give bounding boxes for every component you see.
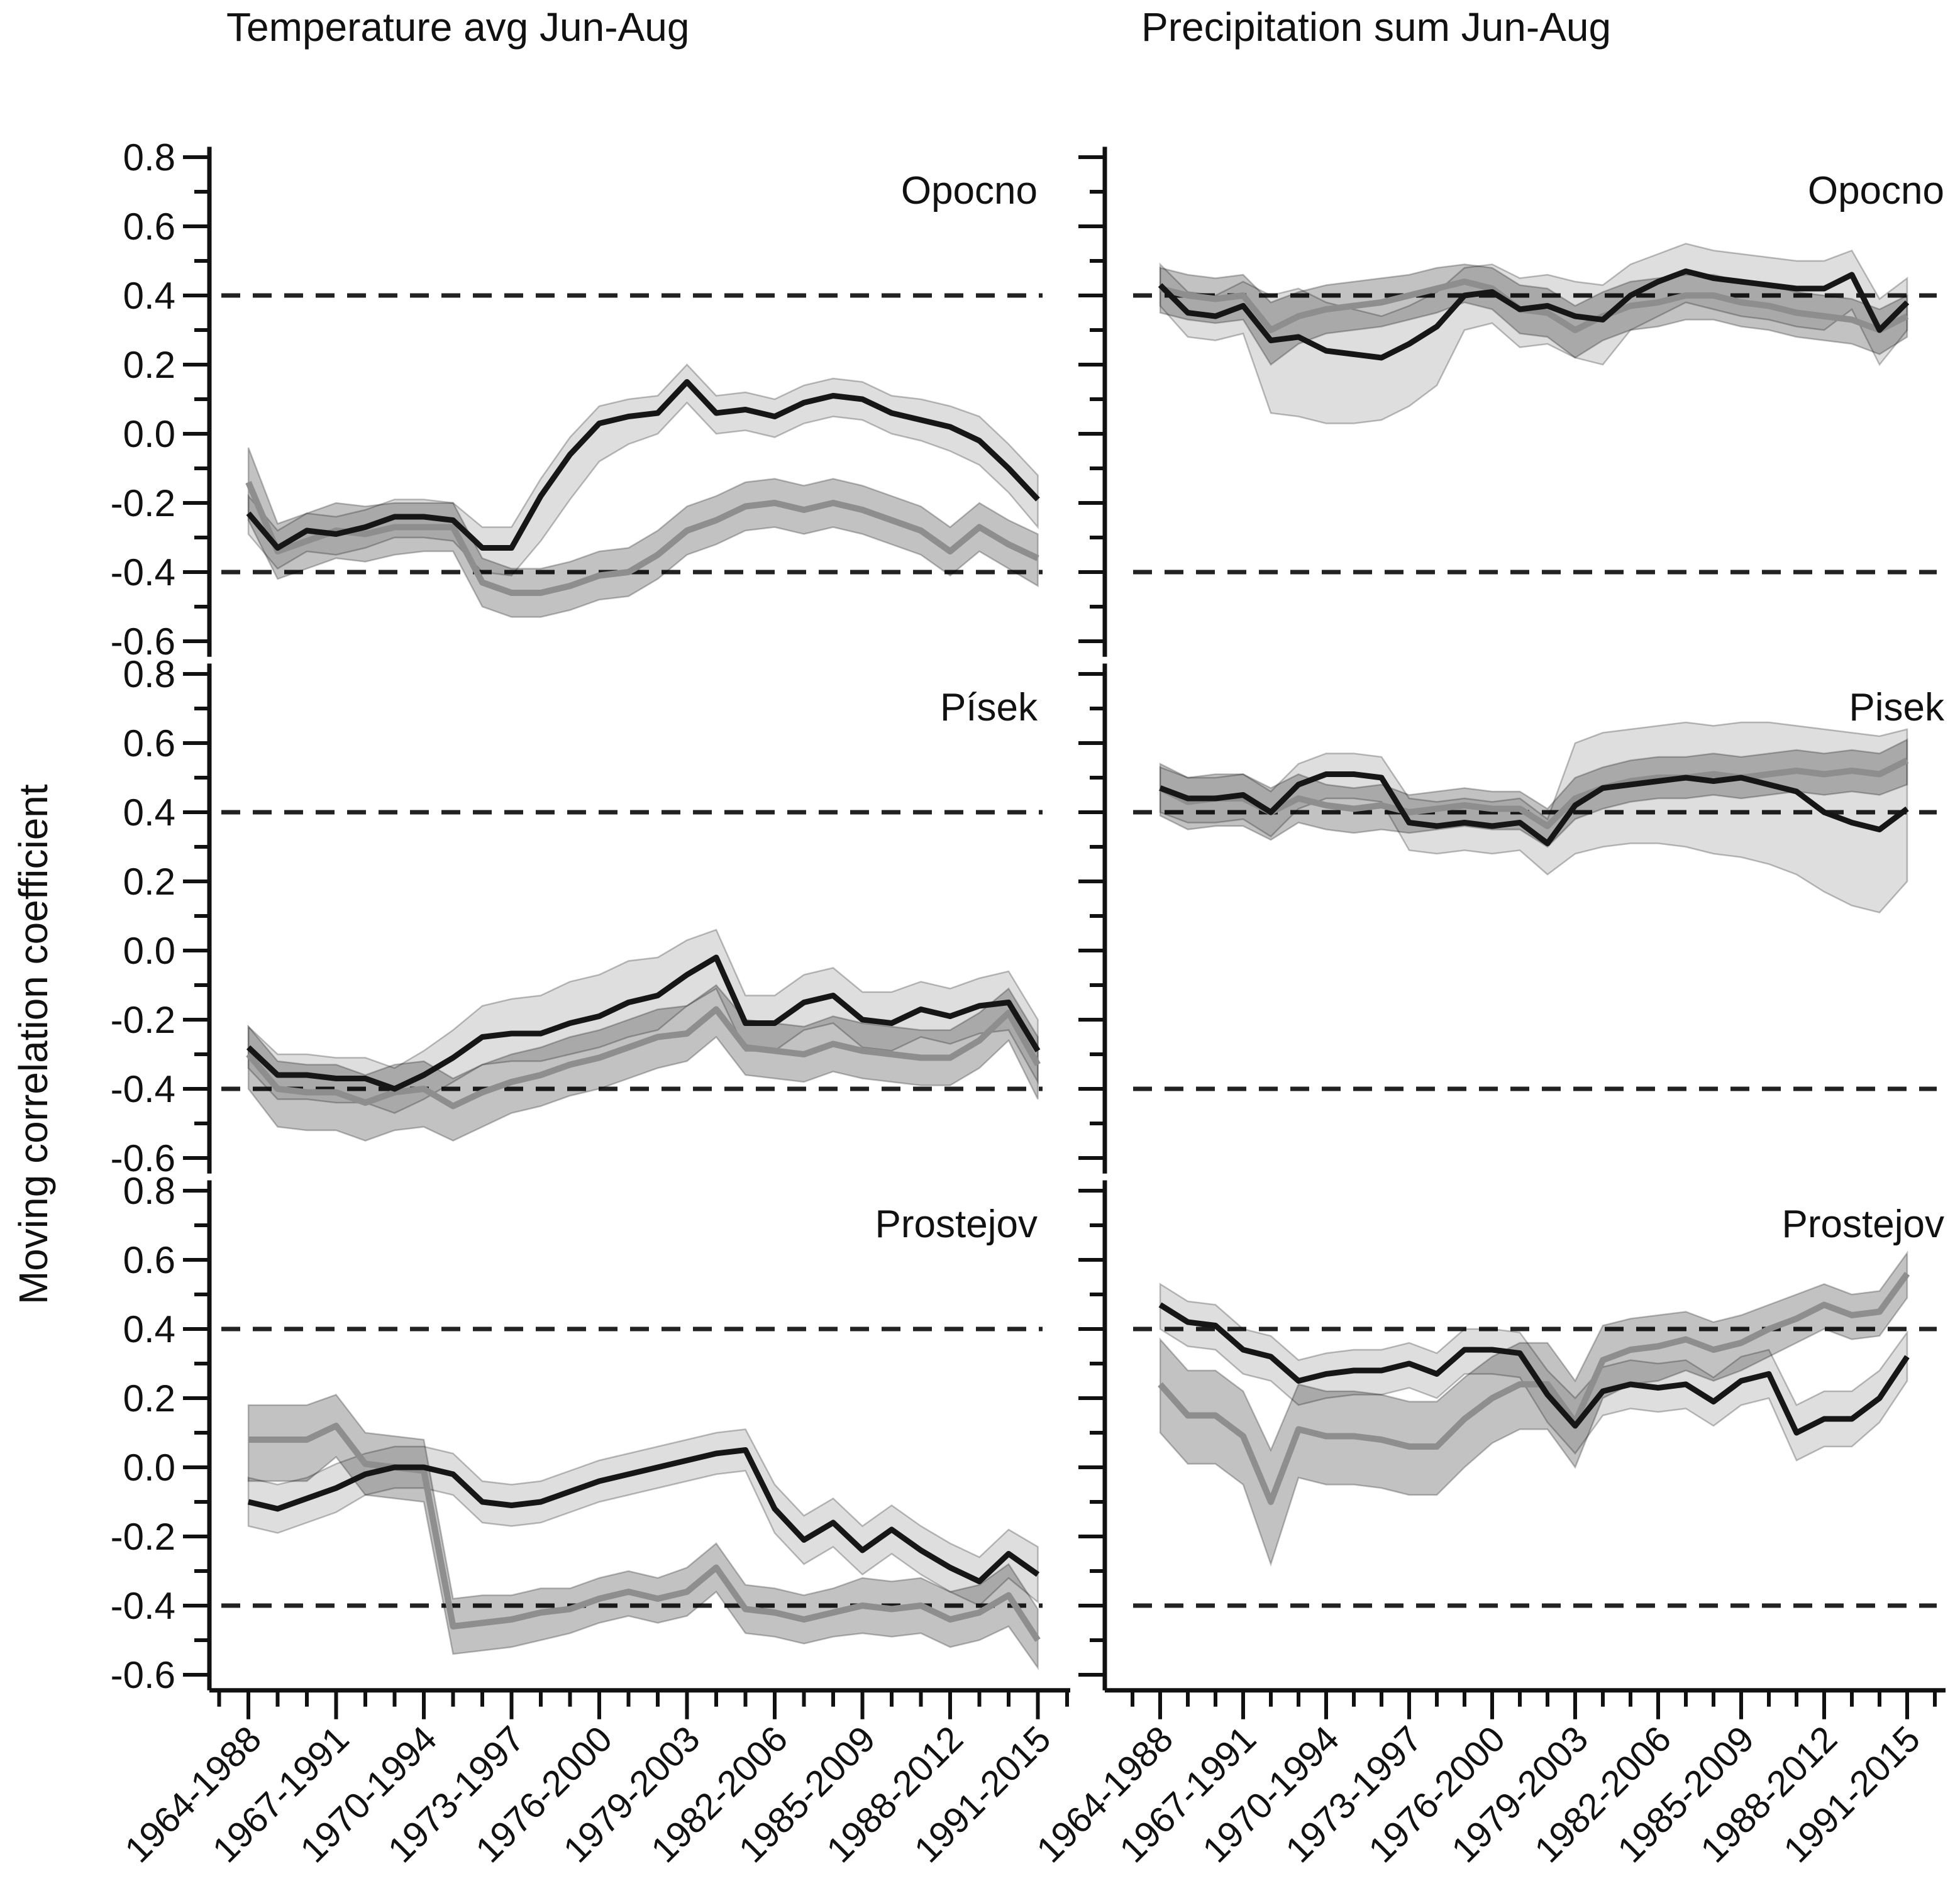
grey-series-confidence-band	[247, 447, 1039, 618]
dark-series-confidence-band	[1159, 243, 1908, 424]
dark-series-confidence-band	[247, 929, 1039, 1114]
grey-series-line	[1159, 278, 1909, 333]
grey-series-confidence-band	[1159, 263, 1908, 366]
y-tick-label: 0.8	[123, 1170, 175, 1212]
y-tick-label: 0.8	[123, 136, 175, 179]
grey-series-line	[246, 1006, 1041, 1110]
y-tick-label: 0.2	[123, 861, 175, 903]
y-tick-label: -0.4	[111, 1068, 175, 1110]
grey-series-line	[245, 481, 1039, 596]
column-title-precipitation: Precipitation sum Jun-Aug	[1141, 4, 1612, 50]
dark-series-line	[246, 379, 1040, 551]
station-label-pisek-precipitation: Pisek	[1849, 686, 1944, 729]
station-label-prostejov-temperature: Prostejov	[875, 1203, 1038, 1246]
y-tick-label: 0.4	[123, 791, 175, 834]
y-axis-title: Moving correlation coefficient	[11, 784, 56, 1304]
dark-series-line	[1159, 771, 1909, 846]
station-label-pisek-temperature: Písek	[939, 686, 1038, 729]
y-tick-label: 0.2	[123, 1377, 175, 1420]
dark-series-confidence-band	[247, 363, 1039, 576]
y-tick-label: -0.4	[111, 1585, 175, 1627]
y-tick-label: -0.6	[111, 1654, 175, 1696]
dark-series-line	[247, 1447, 1040, 1584]
y-tick-label: 0.6	[123, 722, 175, 764]
y-tick-label: 0.6	[123, 206, 175, 248]
y-tick-label: -0.6	[111, 620, 175, 663]
dark-series-line	[246, 954, 1041, 1092]
dark-series-line	[1158, 268, 1910, 361]
grey-series-line	[248, 1423, 1041, 1642]
grey-series-confidence-band	[1159, 1250, 1908, 1567]
dark-series-line	[1158, 1302, 1910, 1436]
y-tick-label: -0.2	[111, 1516, 175, 1558]
grey-series-line	[1158, 1272, 1910, 1505]
y-tick-label: -0.2	[111, 999, 175, 1041]
grey-series-line	[1158, 758, 1909, 829]
y-tick-label: 0.2	[123, 344, 175, 386]
y-tick-label: 0.4	[123, 1308, 175, 1350]
y-tick-label: -0.6	[111, 1137, 175, 1179]
y-tick-label: -0.2	[111, 482, 175, 524]
grey-series-confidence-band	[1159, 738, 1908, 848]
y-tick-label: 0.0	[123, 930, 175, 972]
y-tick-label: 0.0	[123, 413, 175, 455]
station-label-opocno-temperature: Opocno	[900, 169, 1038, 212]
station-label-prostejov-precipitation: Prostejov	[1781, 1203, 1944, 1246]
y-tick-label: 0.6	[123, 1239, 175, 1281]
station-label-opocno-precipitation: Opocno	[1807, 169, 1944, 212]
y-tick-label: 0.8	[123, 653, 175, 695]
y-tick-label: -0.4	[111, 551, 175, 593]
y-tick-label: 0.4	[123, 275, 175, 317]
column-title-temperature: Temperature avg Jun-Aug	[226, 4, 690, 50]
y-tick-label: 0.0	[123, 1447, 175, 1489]
